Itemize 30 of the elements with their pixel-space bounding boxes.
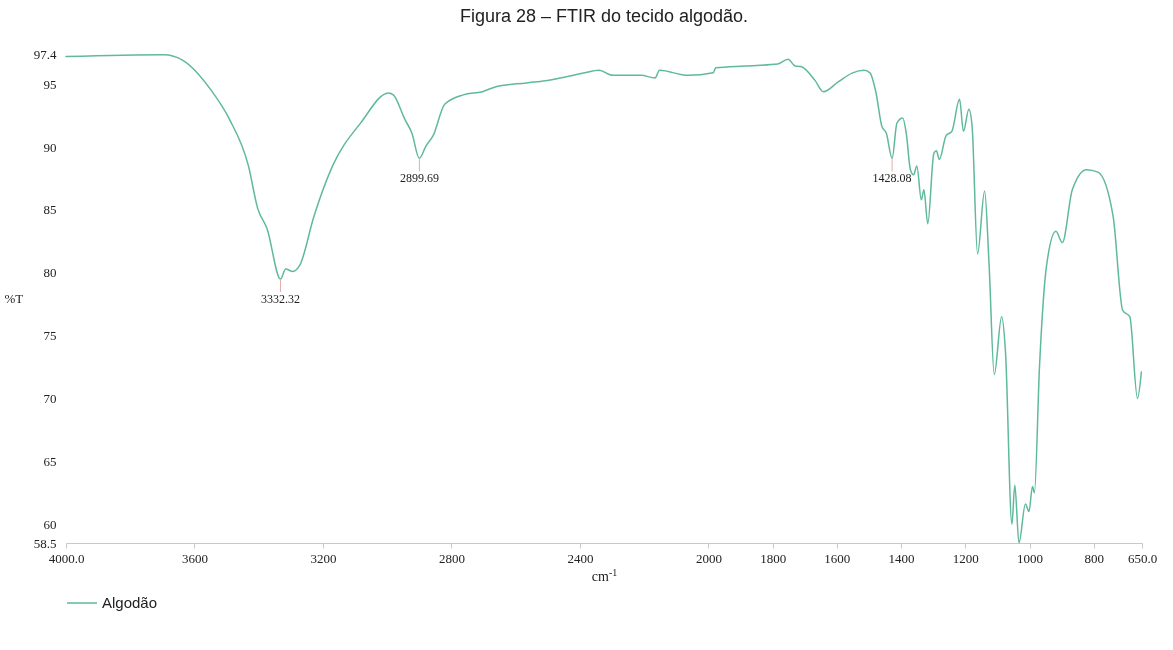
y-tick-label: 70: [43, 390, 57, 406]
annotation: 1428.08: [872, 171, 912, 186]
x-tick-label: 800: [1084, 550, 1105, 566]
x-tick-label: 3600: [181, 550, 208, 566]
legend-label: Algodão: [102, 594, 158, 611]
annotation: 2899.69: [399, 171, 439, 186]
y-tick-label: 75: [43, 328, 57, 344]
x-tick-label: 2800: [438, 550, 465, 566]
y-tick-label: 58.5: [33, 535, 57, 551]
y-tick-label: 80: [43, 265, 57, 281]
y-tick-label: 65: [43, 453, 57, 469]
chart-title: Figura 28 – FTIR do tecido algodão.: [459, 6, 749, 26]
x-tick-label: 1000: [1017, 550, 1044, 566]
x-tick-label: 1800: [760, 550, 787, 566]
y-tick-label: 97.4: [33, 46, 57, 62]
y-tick-label: 95: [43, 76, 57, 92]
y-tick-label: 85: [43, 202, 57, 218]
x-tick-label: 1400: [888, 550, 915, 566]
x-axis-title: cm$^{-1}$: [591, 566, 618, 584]
x-tick-label: 2400: [567, 550, 594, 566]
y-tick-label: 90: [43, 139, 57, 155]
x-tick-label: 3200: [310, 550, 337, 566]
annotation: 3332.32: [260, 292, 300, 307]
y-tick-label: 60: [43, 516, 57, 532]
x-tick-label: 1200: [952, 550, 979, 566]
x-tick-label: 1600: [824, 550, 851, 566]
x-tick-label: 650.0: [1127, 550, 1158, 566]
x-tick-label: 2000: [695, 550, 722, 566]
y-axis-title: %T: [4, 291, 24, 306]
x-tick-label: 4000.0: [48, 550, 85, 566]
